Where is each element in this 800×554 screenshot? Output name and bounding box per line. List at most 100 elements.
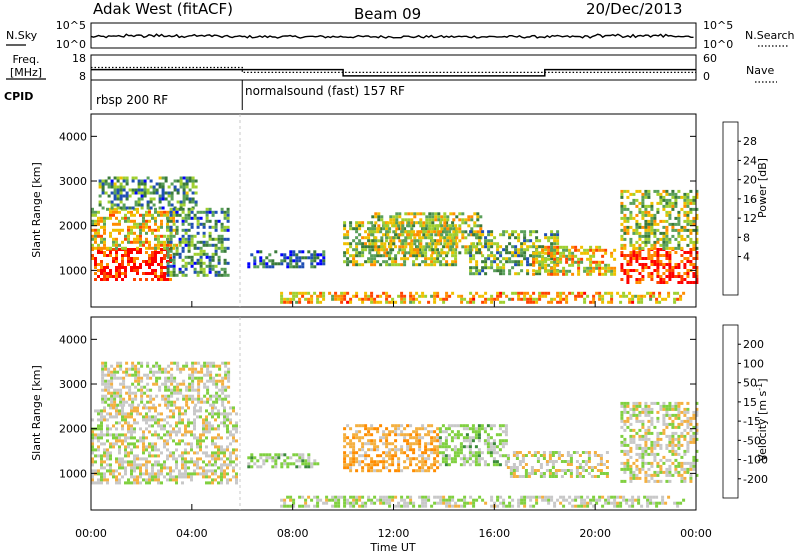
velocity-cell-0 bbox=[103, 409, 106, 413]
power-cell-0 bbox=[109, 251, 112, 254]
power-cell-7 bbox=[556, 230, 560, 234]
velocity-cell-0 bbox=[115, 475, 118, 479]
velocity-cell-6 bbox=[641, 449, 645, 453]
velocity-cell-2 bbox=[307, 459, 311, 463]
velocity-cell-0 bbox=[202, 466, 205, 470]
power-cell-3 bbox=[187, 261, 191, 265]
power-cell-7 bbox=[472, 272, 476, 276]
power-cell-9 bbox=[671, 275, 675, 278]
velocity-cell-6 bbox=[635, 407, 639, 411]
power-cell-4 bbox=[283, 259, 287, 263]
velocity-cell-3 bbox=[343, 436, 347, 440]
velocity-cell-5 bbox=[590, 475, 594, 478]
power-cell-9 bbox=[629, 251, 633, 254]
velocity-cell-5 bbox=[524, 472, 528, 475]
velocity-cell-5 bbox=[599, 463, 603, 466]
power-cell-0 bbox=[94, 278, 97, 281]
velocity-cell-3 bbox=[436, 466, 440, 470]
power-cell-7 bbox=[499, 251, 503, 255]
power-cell-1 bbox=[145, 210, 148, 214]
power-cell-1 bbox=[94, 228, 97, 232]
power-cell-1 bbox=[91, 246, 94, 250]
power-cell-3 bbox=[193, 267, 197, 271]
power-cell-9 bbox=[683, 251, 687, 254]
power-cell-7 bbox=[496, 251, 500, 255]
velocity-cell-4 bbox=[474, 457, 478, 461]
velocity-cell-4 bbox=[474, 433, 478, 437]
power-cell-9 bbox=[656, 251, 660, 254]
power-cell-4 bbox=[259, 256, 263, 260]
power-cell-10 bbox=[659, 201, 663, 205]
velocity-cell-0 bbox=[151, 433, 154, 437]
power-cell-3 bbox=[172, 255, 176, 259]
power-cell-6 bbox=[443, 215, 447, 219]
velocity-cell-5 bbox=[587, 466, 591, 469]
velocity-cell-5 bbox=[527, 472, 531, 475]
power-cell-7 bbox=[469, 257, 473, 261]
velocity-cell-1 bbox=[134, 391, 138, 395]
power-cell-10 bbox=[677, 240, 681, 244]
power-cell-10 bbox=[629, 225, 633, 229]
velocity-cell-1 bbox=[164, 382, 168, 386]
power-cell-3 bbox=[196, 231, 200, 235]
power-cell-0 bbox=[139, 251, 142, 254]
power-cell-10 bbox=[683, 201, 687, 205]
power-cell-8 bbox=[580, 245, 584, 249]
power-cell-7 bbox=[517, 272, 521, 276]
power-cell-6 bbox=[398, 248, 402, 252]
power-cell-3 bbox=[199, 270, 203, 274]
velocity-cell-1 bbox=[170, 382, 174, 386]
power-cell-1 bbox=[118, 228, 121, 232]
velocity-cell-1 bbox=[209, 361, 213, 365]
power-cell-7 bbox=[481, 254, 485, 258]
power-cell-6 bbox=[377, 224, 381, 228]
power-cell-10 bbox=[656, 210, 660, 214]
velocity-cell-0 bbox=[118, 448, 121, 452]
velocity-cell-4 bbox=[444, 445, 448, 449]
power-cell-10 bbox=[656, 201, 660, 205]
power-cell-2 bbox=[146, 200, 150, 204]
power-cell-6 bbox=[443, 221, 447, 225]
power-cell-7 bbox=[493, 269, 497, 273]
power-cell-7 bbox=[469, 248, 473, 252]
power-cell-3 bbox=[190, 234, 194, 238]
power-cell-11 bbox=[331, 294, 335, 298]
power-cell-1 bbox=[154, 216, 157, 220]
power-cell-0 bbox=[115, 257, 118, 260]
power-cell-11 bbox=[529, 300, 533, 304]
power-cell-10 bbox=[626, 228, 630, 232]
power-cell-0 bbox=[148, 257, 151, 260]
power-cell-11 bbox=[340, 294, 344, 298]
velocity-cell-5 bbox=[566, 460, 570, 463]
velocity-cell-0 bbox=[175, 460, 178, 464]
power-cell-11 bbox=[532, 300, 536, 304]
power-cell-0 bbox=[121, 272, 124, 275]
velocity-cell-4 bbox=[489, 451, 493, 455]
velocity-cell-1 bbox=[122, 400, 126, 404]
power-cell-7 bbox=[475, 263, 479, 267]
velocity-cell-0 bbox=[229, 433, 232, 437]
power-cell-8 bbox=[580, 260, 584, 264]
velocity-cell-3 bbox=[412, 451, 416, 455]
power-cell-3 bbox=[175, 228, 179, 232]
power-cell-3 bbox=[214, 222, 218, 226]
power-cell-8 bbox=[532, 251, 536, 255]
velocity-cell-6 bbox=[671, 443, 675, 447]
velocity-cell-6 bbox=[635, 419, 639, 423]
velocity-cell-6 bbox=[629, 440, 633, 444]
velocity-cell-0 bbox=[211, 457, 214, 461]
velocity-cell-7 bbox=[283, 504, 287, 508]
velocity-cell-1 bbox=[104, 379, 108, 383]
velocity-cell-3 bbox=[397, 457, 401, 461]
power-cell-11 bbox=[448, 294, 452, 298]
velocity-cell-0 bbox=[208, 481, 211, 485]
power-cell-9 bbox=[650, 254, 654, 257]
power-cell-3 bbox=[172, 258, 176, 262]
power-cell-3 bbox=[223, 267, 227, 271]
velocity-cell-3 bbox=[406, 457, 410, 461]
power-cell-11 bbox=[364, 294, 368, 298]
velocity-cell-1 bbox=[149, 400, 153, 404]
velocity-cell-1 bbox=[191, 364, 195, 368]
power-cell-1 bbox=[115, 240, 118, 244]
velocity-cell-3 bbox=[412, 442, 416, 446]
